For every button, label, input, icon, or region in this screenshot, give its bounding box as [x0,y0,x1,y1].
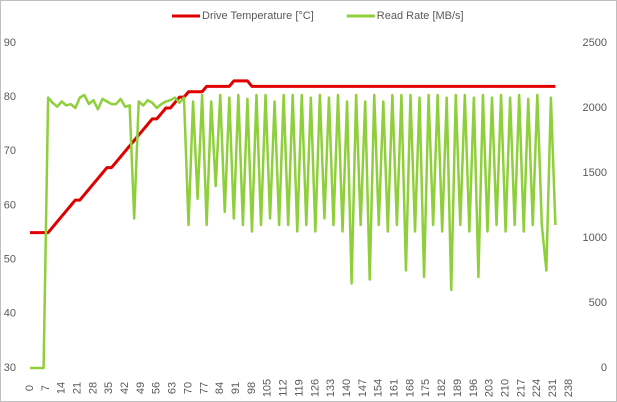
x-tick-label: 147 [357,379,369,397]
data-line [30,79,556,235]
x-tick-label: 224 [531,379,543,397]
x-tick-label: 210 [499,379,511,397]
x-tick-label: 28 [87,382,99,394]
legend-label: Read Rate [MB/s] [377,10,464,22]
x-tick-label: 49 [135,382,147,394]
x-tick-label: 63 [167,382,179,394]
y-tick-label: 40 [4,308,16,320]
x-tick-label: 77 [198,382,210,394]
x-tick-label: 133 [325,379,337,397]
x-tick-label: 21 [71,382,83,394]
y-tick-label: 70 [4,145,16,157]
y-tick-label: 60 [4,199,16,211]
data-line [30,93,557,370]
y2-tick-label: 2000 [583,102,607,114]
x-tick-label: 182 [436,379,448,397]
x-tick-label: 238 [563,379,575,397]
y-tick-label: 50 [4,254,16,266]
x-tick-label: 203 [484,379,496,397]
y2-tick-label: 1000 [583,232,607,244]
x-tick-label: 7 [40,385,52,391]
y-tick-label: 30 [4,362,16,374]
x-tick-label: 161 [389,379,401,397]
legend-label: Drive Temperature [°C] [202,10,314,22]
x-tick-label: 70 [182,382,194,394]
x-tick-label: 231 [547,379,559,397]
x-tick-label: 196 [468,379,480,397]
x-tick-label: 175 [420,379,432,397]
y2-tick-label: 1500 [583,167,607,179]
x-tick-label: 35 [103,382,115,394]
x-tick-label: 91 [230,382,242,394]
x-tick-label: 217 [515,379,527,397]
y2-tick-label: 2500 [583,37,607,49]
x-tick-label: 98 [246,382,258,394]
x-tick-label: 140 [341,379,353,397]
y2-tick-label: 500 [589,297,607,309]
x-tick-label: 189 [452,379,464,397]
x-tick-label: 42 [119,382,131,394]
x-tick-label: 154 [373,379,385,397]
x-tick-label: 119 [293,379,305,397]
x-tick-label: 84 [214,382,226,394]
x-tick-label: 56 [151,382,163,394]
y-tick-label: 90 [4,37,16,49]
y2-tick-label: 0 [601,362,607,374]
x-tick-label: 126 [309,379,321,397]
x-tick-label: 0 [24,385,36,391]
x-tick-label: 105 [262,379,274,397]
y-tick-label: 80 [4,91,16,103]
x-tick-label: 112 [278,379,290,397]
x-tick-label: 168 [404,379,416,397]
x-tick-label: 14 [56,382,68,394]
